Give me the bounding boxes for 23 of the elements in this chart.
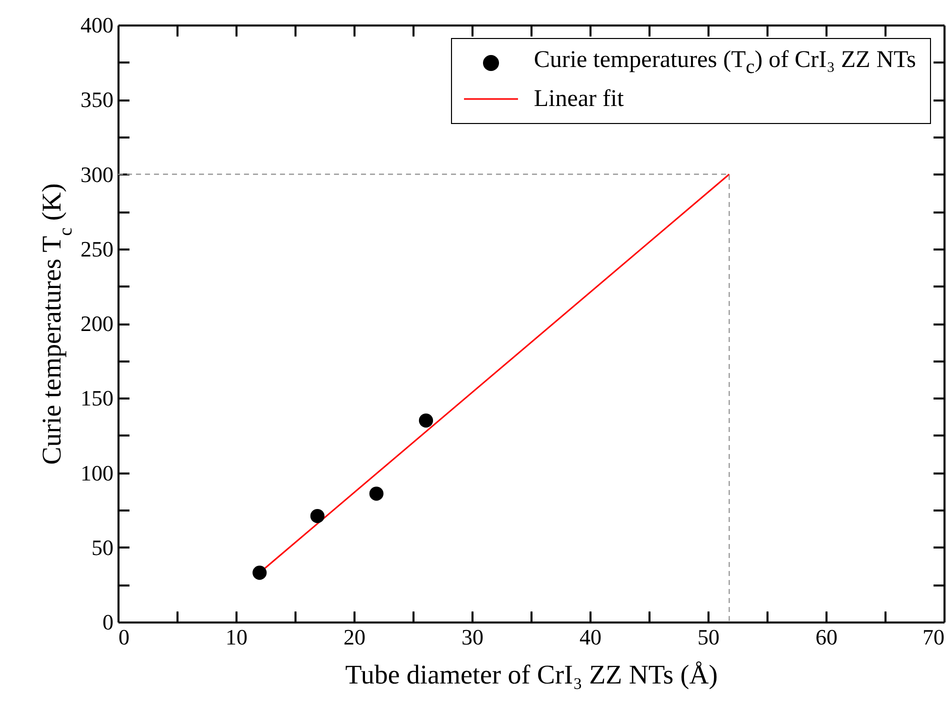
x-tick-label: 60 [816, 624, 838, 650]
x-tick-label: 0 [118, 624, 130, 650]
y-tick-label: 400 [80, 12, 114, 38]
y-tick-label: 200 [80, 311, 114, 336]
x-tick-label: 70 [922, 624, 944, 650]
y-tick-label: 350 [80, 87, 114, 112]
x-tick-label: 30 [462, 624, 484, 650]
x-tick-label: 40 [580, 624, 602, 650]
y-tick-label: 250 [80, 236, 114, 262]
point [310, 508, 324, 524]
point [418, 413, 434, 428]
x-tick-label: 20 [344, 624, 366, 650]
legend-label: Curie temperatures (T$_{c}$) of CrI₃ ZZ NTs [534, 47, 916, 79]
point [252, 566, 267, 580]
y-tick-label: 100 [80, 460, 114, 486]
x-tick-label: 10 [226, 624, 248, 650]
x-tick-label: 50 [698, 624, 720, 650]
point [369, 486, 384, 501]
y-tick-label: 300 [80, 162, 114, 187]
y-tick-label: 50 [92, 534, 114, 560]
legend-label: Linear fit [534, 86, 624, 112]
y-tick-label: 150 [80, 386, 114, 411]
x-axis-title: Tube diameter of CrI₃ ZZ NTs (Å) [345, 660, 718, 690]
